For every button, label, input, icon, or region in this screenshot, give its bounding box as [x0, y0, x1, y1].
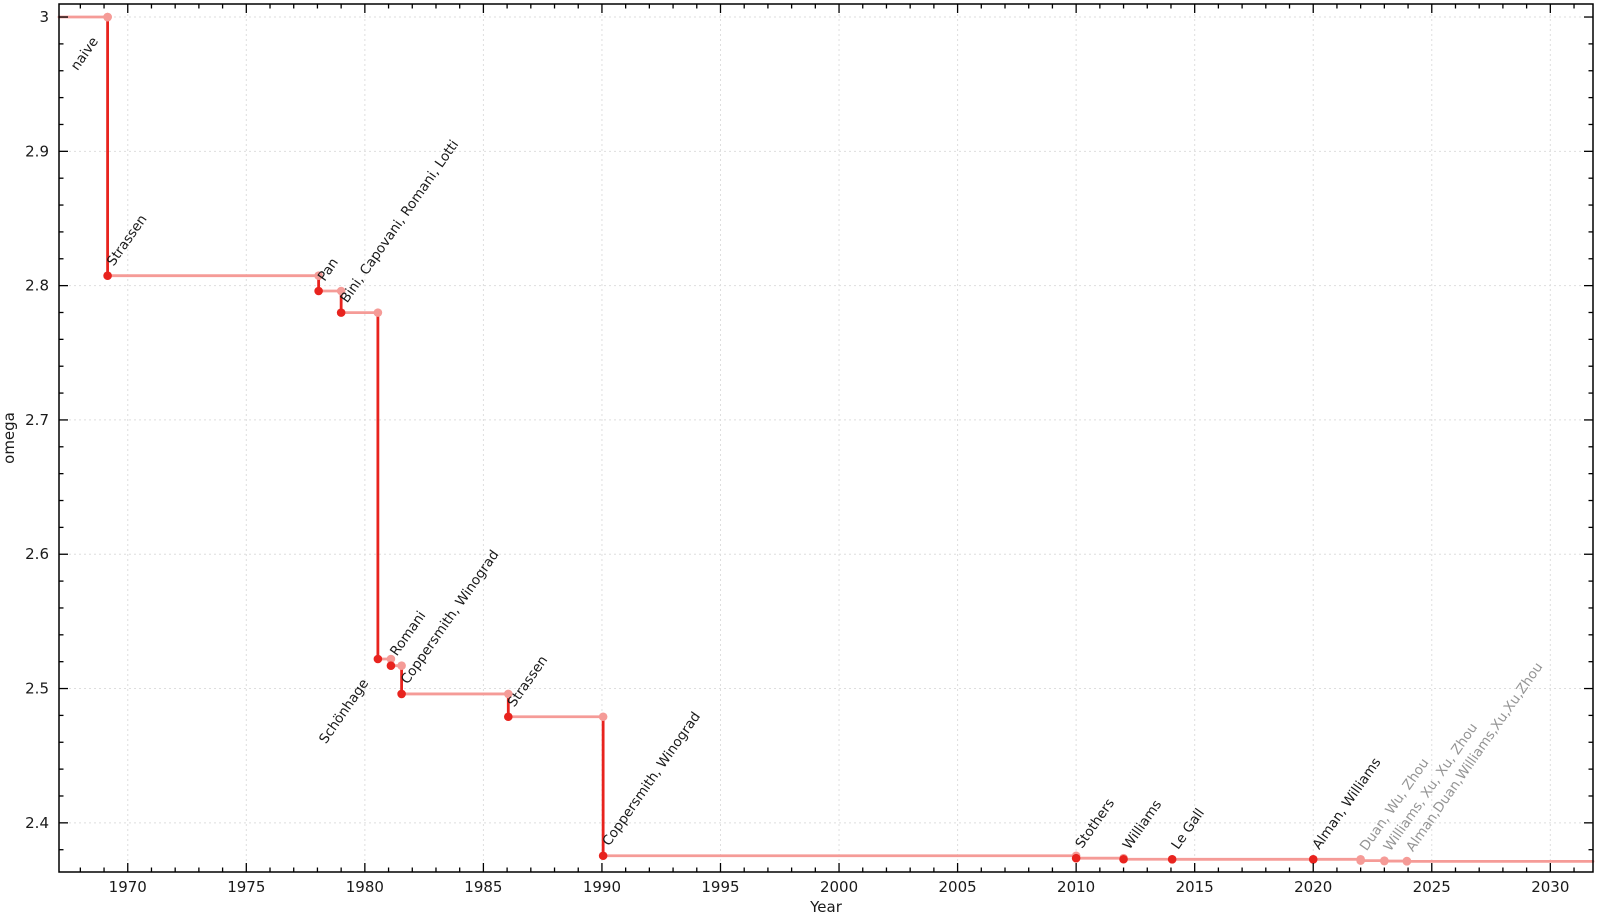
axis-layer	[58, 3, 1594, 873]
x-tick-label: 2030	[1531, 878, 1569, 896]
data-point-marker	[314, 286, 323, 296]
x-axis-label: Year	[809, 898, 843, 916]
data-point-marker	[103, 12, 112, 22]
x-tick-label: 2000	[820, 878, 858, 896]
data-point-marker	[1119, 854, 1128, 864]
y-tick-label: 3	[39, 8, 49, 26]
y-tick-label: 2.9	[25, 142, 49, 160]
y-tick-label: 2.8	[25, 277, 49, 295]
data-point-marker	[336, 308, 346, 317]
x-tick-label: 1980	[346, 878, 384, 896]
data-point-marker	[1356, 856, 1365, 865]
x-tick-label: 1970	[109, 878, 147, 896]
y-tick-label: 2.6	[25, 545, 49, 563]
plateau-end-marker	[503, 689, 513, 699]
x-tick-label: 2010	[1057, 878, 1095, 896]
data-point-marker	[397, 689, 406, 699]
x-tick-label: 2005	[938, 878, 976, 896]
x-tick-label: 2025	[1413, 878, 1451, 896]
axis-title-layer: Year omega	[0, 412, 843, 916]
y-tick-label: 2.4	[25, 814, 49, 832]
marker-layer	[103, 12, 1412, 866]
data-point-marker	[503, 712, 513, 722]
data-point-marker	[386, 661, 396, 671]
x-tick-label: 2015	[1176, 878, 1214, 896]
data-point-marker	[598, 851, 608, 861]
tick-label-layer: 1970 1975 1980 1985 1990 1995 2000 2005 2010 2015…	[25, 8, 1569, 896]
x-tick-label: 1975	[227, 878, 265, 896]
data-point-marker	[1380, 856, 1389, 866]
plateau-end-marker	[386, 654, 396, 664]
x-tick-label: 1990	[583, 878, 621, 896]
data-point-marker	[1308, 854, 1318, 864]
plateau-end-marker	[314, 271, 323, 280]
grid-layer	[59, 4, 1593, 872]
plateau-end-marker	[397, 661, 406, 671]
data-point-marker	[373, 654, 383, 664]
x-tick-label: 1995	[701, 878, 739, 896]
data-point-marker	[1071, 853, 1081, 863]
data-point-marker	[1167, 854, 1177, 864]
plateau-end-marker	[598, 712, 608, 722]
data-point-marker	[103, 271, 112, 280]
y-tick-label: 2.5	[25, 680, 49, 698]
x-tick-label: 2020	[1294, 878, 1332, 896]
y-tick-label: 2.7	[25, 411, 49, 429]
plot-frame	[58, 3, 1594, 873]
data-point-marker	[1402, 857, 1412, 866]
plateau-end-marker	[336, 286, 346, 296]
plateau-end-marker	[373, 308, 383, 317]
x-tick-label: 1985	[464, 878, 502, 896]
y-axis-label: omega	[0, 412, 18, 464]
